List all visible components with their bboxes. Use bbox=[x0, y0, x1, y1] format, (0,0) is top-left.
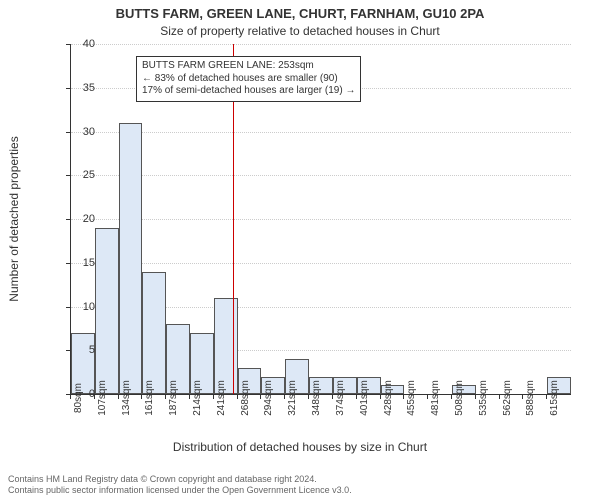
footer-line-1: Contains HM Land Registry data © Crown c… bbox=[8, 474, 317, 484]
y-tick-label: 35 bbox=[65, 82, 95, 94]
chart-frame: BUTTS FARM, GREEN LANE, CHURT, FARNHAM, … bbox=[0, 0, 600, 500]
x-tick-label: 374sqm bbox=[335, 380, 346, 416]
annotation-box: BUTTS FARM GREEN LANE: 253sqm← 83% of de… bbox=[136, 56, 361, 102]
x-tick-mark bbox=[237, 394, 238, 399]
x-tick-mark bbox=[380, 394, 381, 399]
x-tick-label: 134sqm bbox=[121, 380, 132, 416]
x-tick-mark bbox=[403, 394, 404, 399]
y-tick-label: 20 bbox=[65, 213, 95, 225]
y-tick-label: 25 bbox=[65, 169, 95, 181]
x-tick-label: 428sqm bbox=[383, 380, 394, 416]
x-tick-label: 588sqm bbox=[525, 380, 536, 416]
x-tick-label: 562sqm bbox=[502, 380, 513, 416]
y-axis-label: Number of detached properties bbox=[7, 136, 21, 301]
gridline bbox=[71, 263, 571, 264]
annotation-line: ← 83% of detached houses are smaller (90… bbox=[142, 73, 355, 86]
histogram-bar bbox=[95, 228, 119, 394]
x-tick-label: 161sqm bbox=[144, 380, 155, 416]
x-tick-label: 80sqm bbox=[73, 383, 84, 413]
x-tick-mark bbox=[213, 394, 214, 399]
x-tick-label: 481sqm bbox=[430, 380, 441, 416]
x-tick-mark bbox=[94, 394, 95, 399]
x-tick-mark bbox=[332, 394, 333, 399]
footer-line-2: Contains public sector information licen… bbox=[8, 485, 352, 495]
x-tick-mark bbox=[118, 394, 119, 399]
y-tick-label: 30 bbox=[65, 126, 95, 138]
x-tick-mark bbox=[70, 394, 71, 399]
x-tick-label: 187sqm bbox=[168, 380, 179, 416]
gridline bbox=[71, 219, 571, 220]
x-tick-mark bbox=[308, 394, 309, 399]
x-tick-mark bbox=[499, 394, 500, 399]
histogram-bar bbox=[119, 123, 143, 394]
gridline bbox=[71, 175, 571, 176]
x-tick-label: 241sqm bbox=[216, 380, 227, 416]
x-tick-label: 455sqm bbox=[406, 380, 417, 416]
x-tick-label: 348sqm bbox=[311, 380, 322, 416]
x-tick-mark bbox=[284, 394, 285, 399]
x-tick-label: 401sqm bbox=[359, 380, 370, 416]
gridline bbox=[71, 44, 571, 45]
x-tick-mark bbox=[189, 394, 190, 399]
annotation-line: 17% of semi-detached houses are larger (… bbox=[142, 85, 355, 98]
footer-attribution: Contains HM Land Registry data © Crown c… bbox=[8, 474, 592, 496]
y-tick-label: 10 bbox=[65, 301, 95, 313]
x-tick-label: 268sqm bbox=[240, 380, 251, 416]
x-tick-mark bbox=[356, 394, 357, 399]
x-tick-mark bbox=[260, 394, 261, 399]
histogram-bar bbox=[142, 272, 166, 395]
x-tick-mark bbox=[165, 394, 166, 399]
x-tick-label: 535sqm bbox=[478, 380, 489, 416]
plot-area: BUTTS FARM GREEN LANE: 253sqm← 83% of de… bbox=[70, 44, 571, 395]
gridline bbox=[71, 132, 571, 133]
x-tick-label: 321sqm bbox=[287, 380, 298, 416]
x-tick-mark bbox=[475, 394, 476, 399]
x-tick-label: 107sqm bbox=[97, 380, 108, 416]
x-tick-mark bbox=[427, 394, 428, 399]
x-tick-mark bbox=[522, 394, 523, 399]
x-tick-mark bbox=[141, 394, 142, 399]
y-tick-label: 5 bbox=[65, 344, 95, 356]
y-tick-label: 15 bbox=[65, 257, 95, 269]
chart-subtitle: Size of property relative to detached ho… bbox=[0, 24, 600, 38]
x-tick-label: 214sqm bbox=[192, 380, 203, 416]
x-axis-label: Distribution of detached houses by size … bbox=[0, 440, 600, 454]
x-tick-label: 615sqm bbox=[549, 380, 560, 416]
annotation-line: BUTTS FARM GREEN LANE: 253sqm bbox=[142, 60, 355, 73]
x-tick-mark bbox=[451, 394, 452, 399]
x-tick-label: 508sqm bbox=[454, 380, 465, 416]
y-tick-label: 40 bbox=[65, 38, 95, 50]
chart-title: BUTTS FARM, GREEN LANE, CHURT, FARNHAM, … bbox=[0, 6, 600, 21]
x-tick-mark bbox=[546, 394, 547, 399]
x-tick-label: 294sqm bbox=[263, 380, 274, 416]
